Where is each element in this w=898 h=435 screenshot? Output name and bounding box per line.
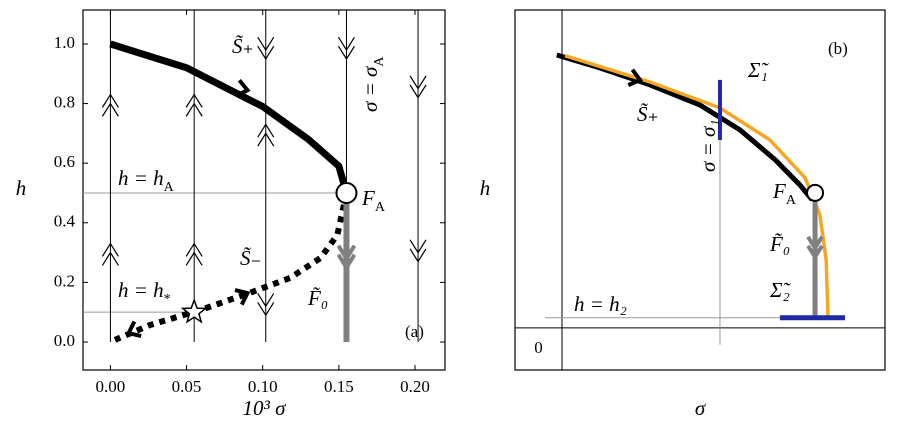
annotation: Σ̃₁ [747, 58, 769, 82]
curve-arrow [234, 288, 251, 306]
flow-arrow [337, 45, 355, 61]
annotation-sub: A [786, 193, 797, 208]
flow-arrow [257, 36, 275, 52]
annotation: S̃₊ [232, 34, 254, 58]
annotation: h = hA [118, 166, 175, 195]
annotation-text: Σ̃₁ [747, 58, 769, 82]
curve-arrow [235, 78, 251, 98]
annotation-text: Σ̃₂ [769, 278, 791, 302]
y-tick-label: 1.0 [54, 33, 75, 52]
annotation-text: S̃₊ [232, 34, 254, 58]
flow-arrow [257, 293, 275, 308]
flow-arrow [185, 102, 203, 117]
annotation-text: h = h [118, 278, 164, 302]
curve-arrow [627, 68, 644, 87]
annotation: FA [361, 186, 386, 215]
flow-arrow [806, 235, 824, 252]
star-point [180, 298, 208, 324]
annotation: σ = σ₁ [696, 119, 720, 172]
y-axis-label: h [480, 176, 491, 200]
flow-arrow [409, 248, 427, 263]
annotation: F̃₀ [769, 232, 790, 256]
flow-arrow [101, 251, 119, 266]
y-tick-label: 0.2 [54, 271, 75, 290]
annotation-sub: * [164, 292, 171, 307]
annotation-text: σ = σ [358, 65, 382, 112]
flow-arrow [806, 244, 824, 261]
flow-arrow [409, 84, 427, 99]
flow-arrow [257, 302, 275, 317]
y-tick-label: 0.8 [54, 92, 75, 111]
annotation: (b) [828, 39, 848, 58]
annotation: S̃₊ [637, 102, 659, 126]
flow-arrow [101, 102, 119, 117]
y-axis-label: h [16, 176, 27, 200]
annotation: h = h₂ [574, 292, 627, 316]
annotation-sub: A [164, 180, 175, 195]
annotation: F̃₀ [307, 286, 328, 310]
flow-arrow [336, 253, 357, 272]
x-tick-label: 0.05 [172, 377, 202, 396]
x-axis-label: σ [695, 396, 707, 420]
annotation-sub: A [372, 56, 387, 67]
annotation-text: F [772, 179, 786, 203]
x-tick-label: 0.20 [400, 377, 430, 396]
flow-arrow [409, 75, 427, 90]
flow-arrow [257, 123, 275, 138]
plot-frame [514, 9, 886, 371]
flow-arrow [185, 242, 203, 257]
annotation: S̃₋ [240, 246, 262, 270]
annotation-text: S̃₋ [240, 246, 262, 270]
x-tick-label: 0.00 [96, 377, 126, 396]
annotation-text: σ = σ₁ [696, 119, 720, 172]
y-tick-label: 0.6 [54, 152, 75, 171]
origin-label: 0 [534, 338, 543, 357]
curve [113, 192, 350, 343]
annotation: FA [772, 179, 797, 208]
flow-arrow [257, 132, 275, 147]
annotation: h = h* [118, 278, 171, 307]
annotation-text: F̃₀ [307, 286, 328, 310]
x-axis-label: 10³ σ [243, 396, 288, 420]
fixed-point [335, 181, 358, 204]
y-tick-label: 0.0 [54, 331, 75, 350]
annotation-text: (a) [405, 322, 424, 341]
flow-arrow [101, 242, 119, 257]
flow-arrow [336, 244, 357, 263]
fixed-point [806, 183, 825, 202]
annotation: σ = σA [358, 56, 387, 112]
flow-arrow [185, 251, 203, 266]
annotation-text: S̃₊ [637, 102, 659, 126]
annotation-text: (b) [828, 39, 848, 58]
annotation: (a) [405, 322, 424, 341]
curve-arrow [125, 320, 142, 339]
flow-arrow [337, 36, 355, 52]
x-tick-label: 0.15 [324, 377, 354, 396]
flow-arrow [101, 93, 119, 108]
annotation-text: h = h [118, 166, 164, 190]
annotation: Σ̃₂ [769, 278, 791, 302]
x-tick-label: 0.10 [248, 377, 278, 396]
curve [109, 40, 350, 194]
flow-arrow [185, 93, 203, 108]
annotation-text: h = h₂ [574, 292, 627, 316]
annotation-text: F̃₀ [769, 232, 790, 256]
flow-arrow [257, 45, 275, 61]
annotation-text: F [361, 186, 375, 210]
y-tick-label: 0.4 [54, 212, 76, 231]
plot-frame [82, 9, 446, 371]
annotation-sub: A [375, 200, 386, 215]
curve [564, 54, 830, 318]
flow-arrow [409, 239, 427, 254]
